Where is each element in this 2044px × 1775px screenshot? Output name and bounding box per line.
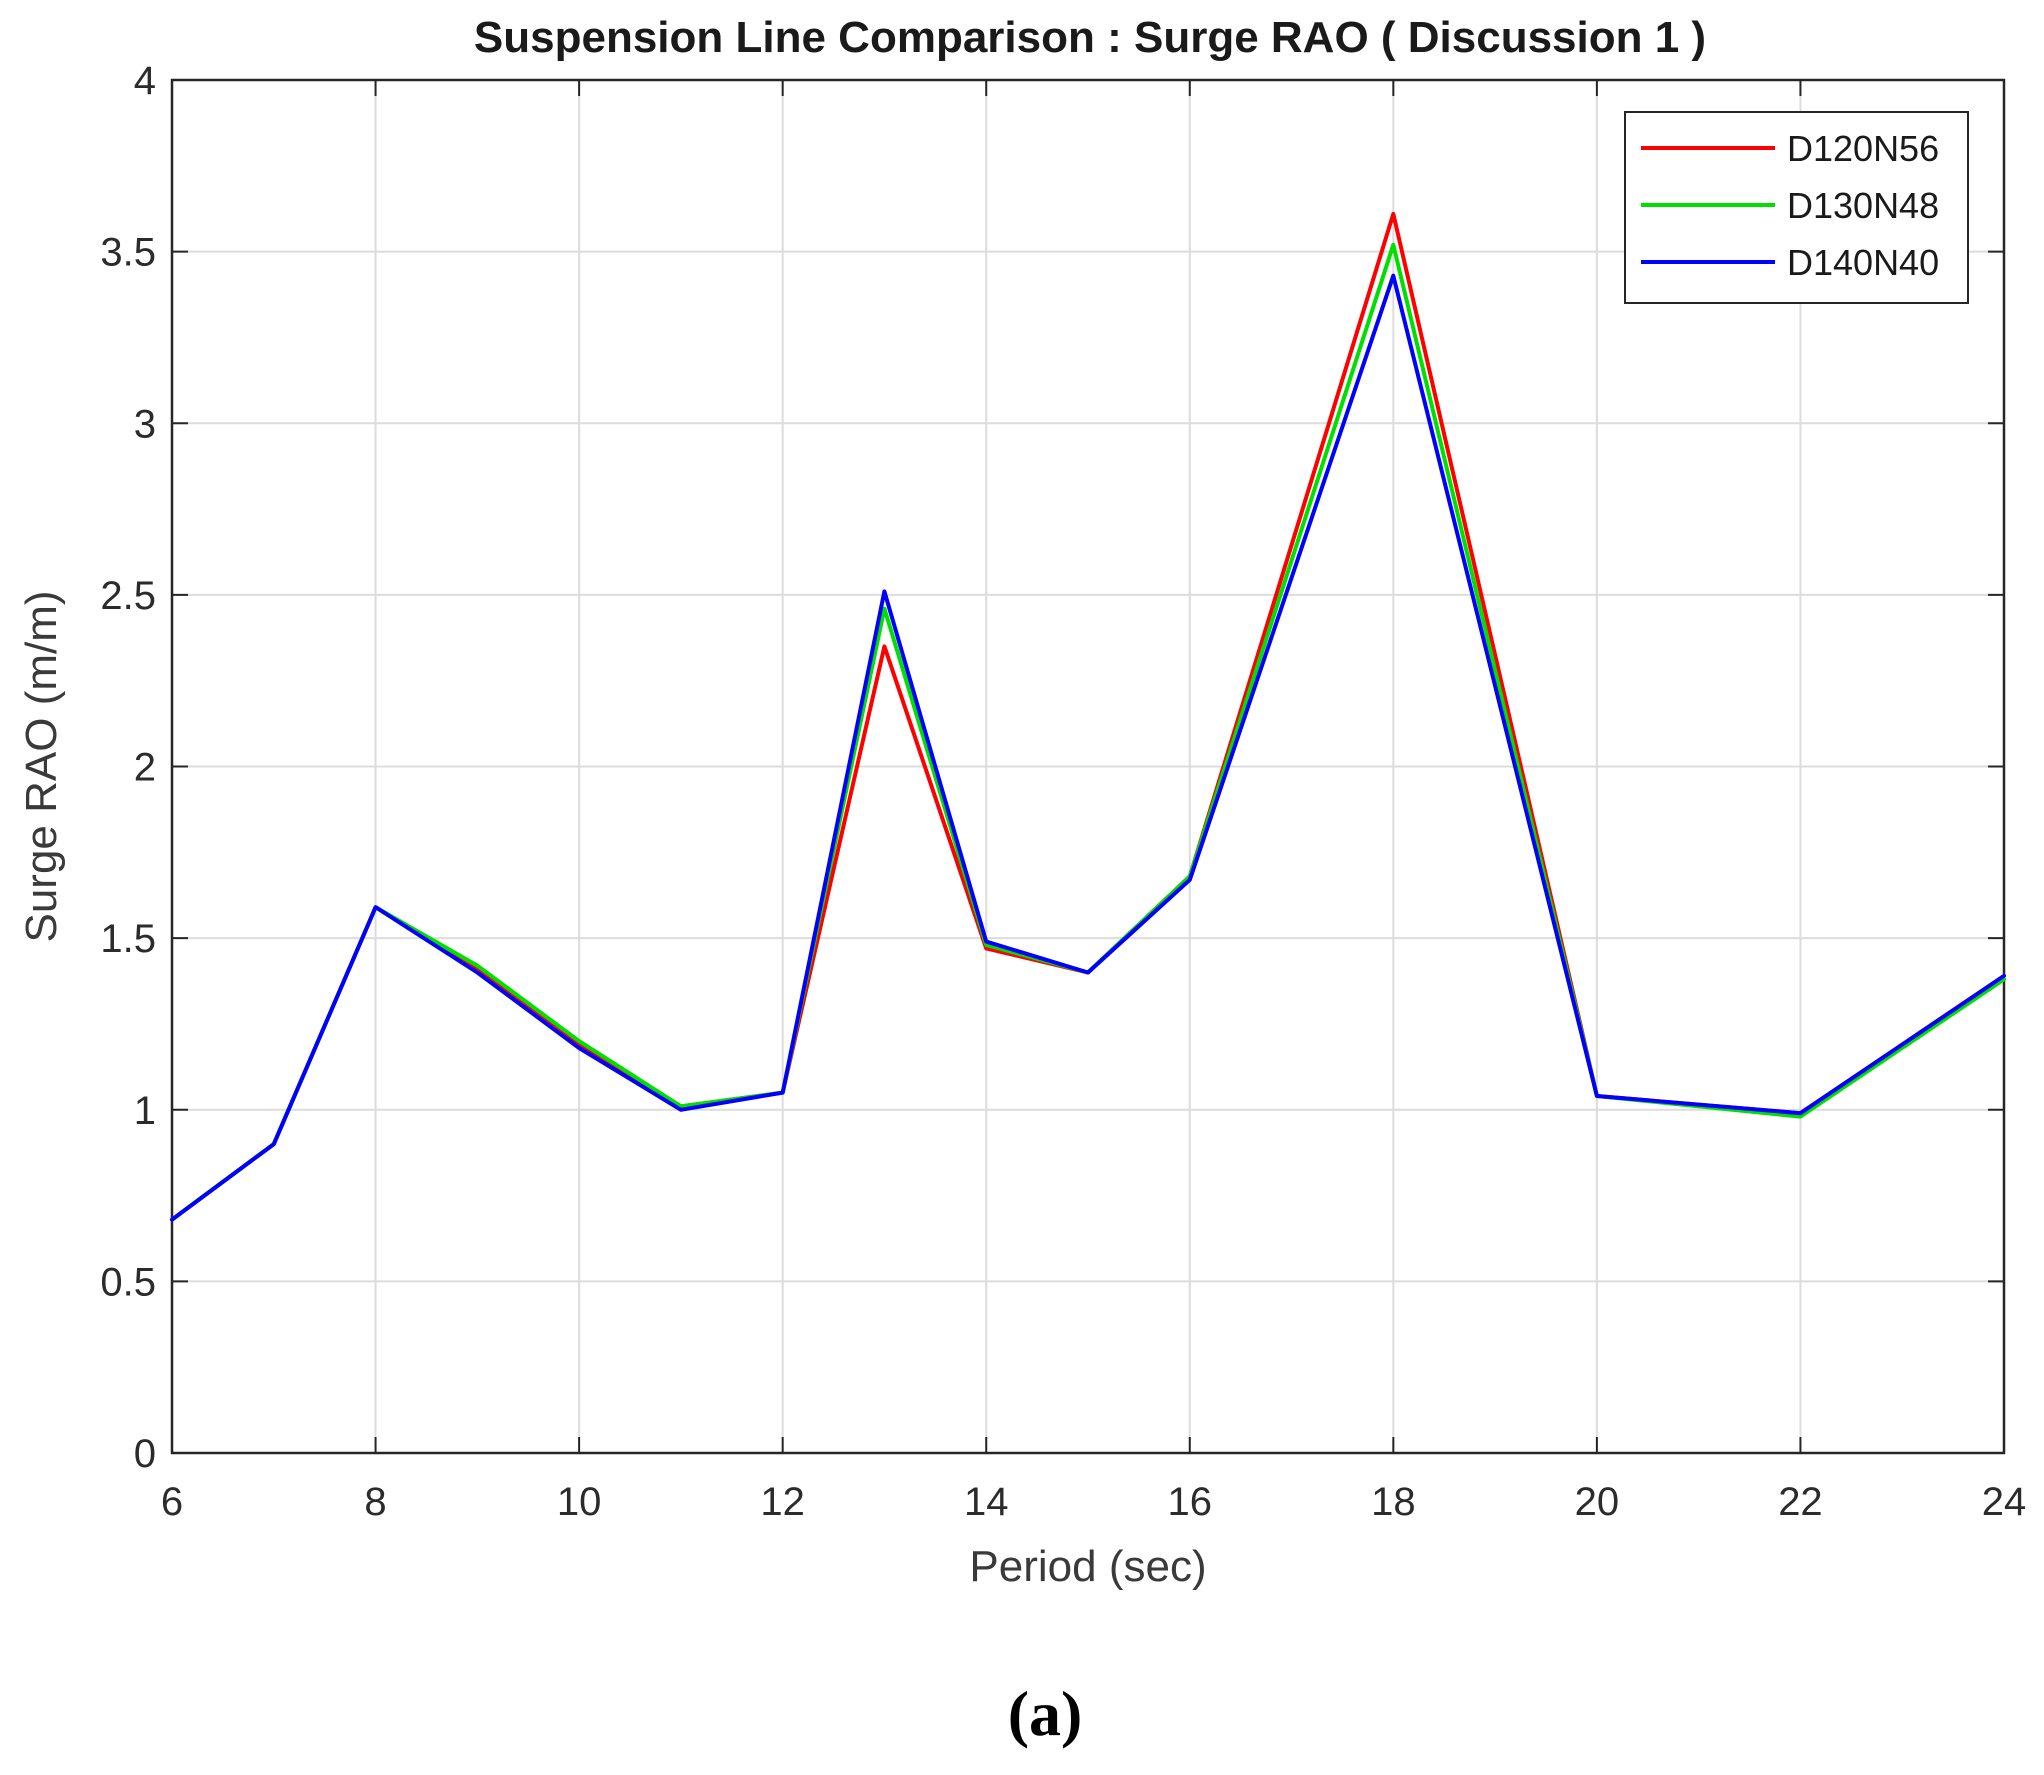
y-tick-label: 4 <box>134 59 156 103</box>
x-tick-label: 24 <box>1982 1480 2027 1524</box>
panel-label: (a) <box>1008 1678 1083 1749</box>
x-tick-label: 18 <box>1371 1480 1416 1524</box>
x-tick-label: 8 <box>364 1480 386 1524</box>
x-tick-label: 12 <box>760 1480 805 1524</box>
legend-entry: D120N56 <box>1787 128 1939 169</box>
y-tick-label: 3 <box>134 402 156 446</box>
series-line-d140n40 <box>170 273 2006 1222</box>
x-tick-label: 6 <box>161 1480 183 1524</box>
y-tick-label: 0.5 <box>100 1260 156 1304</box>
legend: D120N56 D130N48 D140N40 <box>1624 111 1969 304</box>
y-tick-label: 2 <box>134 746 156 790</box>
legend-entry: D140N40 <box>1787 242 1939 283</box>
axis-ticks: 6 8 10 12 14 16 18 20 22 24 0 0.5 1 1.5 2 2.5 3 3.5 4 <box>100 59 2026 1524</box>
y-tick-label: 2.5 <box>100 574 156 618</box>
y-tick-label: 3.5 <box>100 231 156 275</box>
legend-entry: D130N48 <box>1787 185 1939 226</box>
x-tick-label: 20 <box>1575 1480 1620 1524</box>
y-tick-label: 0 <box>134 1432 156 1476</box>
x-axis-label: Period (sec) <box>969 1542 1206 1591</box>
x-tick-label: 16 <box>1168 1480 1213 1524</box>
series-lines <box>170 211 2006 1222</box>
legend-box <box>1624 111 1969 304</box>
x-tick-label: 10 <box>557 1480 602 1524</box>
x-tick-label: 14 <box>964 1480 1009 1524</box>
x-tick-label: 22 <box>1778 1480 1823 1524</box>
y-tick-label: 1.5 <box>100 917 156 961</box>
y-axis-label: Surge RAO (m/m) <box>17 590 66 942</box>
chart-title: Suspension Line Comparison : Surge RAO (… <box>474 13 1706 62</box>
y-tick-label: 1 <box>134 1089 156 1133</box>
